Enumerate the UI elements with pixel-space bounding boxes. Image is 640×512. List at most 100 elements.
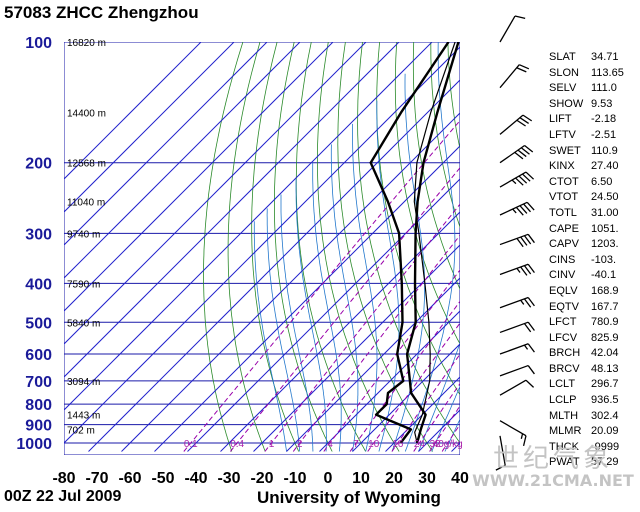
wind-barb-flag xyxy=(516,119,526,127)
index-key: VTOT xyxy=(549,191,579,204)
index-value: 1051. xyxy=(591,222,619,235)
wind-barb-staff xyxy=(499,114,524,135)
wind-barb xyxy=(499,321,535,334)
moist-adiabat-line xyxy=(444,418,460,452)
mixing-ratio-label: 24 xyxy=(414,439,426,450)
watermark-text: 世纪气象 xyxy=(492,444,613,474)
index-value: 780.9 xyxy=(591,316,619,329)
temperature-tick-label: 10 xyxy=(352,470,370,487)
index-row: EQLV 168.9 xyxy=(549,284,635,300)
index-row: SWET 110.9 xyxy=(549,144,635,160)
dry-adiabat-line xyxy=(203,42,244,452)
index-key: CINS xyxy=(549,253,576,266)
index-key: SLON xyxy=(549,66,579,79)
mixing-ratio-line xyxy=(323,269,460,452)
temperature-tick-label: -50 xyxy=(151,470,174,487)
wind-barb-staff xyxy=(499,233,529,246)
index-value: 302.4 xyxy=(591,409,619,422)
height-label: 7590 m xyxy=(67,279,100,290)
wind-barb xyxy=(499,15,526,43)
isotherm-line xyxy=(121,112,460,452)
index-value: 9.53 xyxy=(591,97,613,110)
wind-barb-flag xyxy=(514,151,524,160)
index-value: 825.9 xyxy=(591,331,619,344)
index-row: LFCV 825.9 xyxy=(549,331,635,347)
index-row: SHOW 9.53 xyxy=(549,97,635,113)
wind-barb-half-flag xyxy=(520,433,524,439)
isotherm-line xyxy=(64,42,400,378)
isotherm-line xyxy=(64,42,235,213)
index-value: 936.5 xyxy=(591,394,619,407)
index-value: -40.1 xyxy=(591,269,617,282)
index-row: LFCT 780.9 xyxy=(549,315,635,331)
wind-barb-staff xyxy=(499,201,528,216)
credit-label: University of Wyoming xyxy=(257,488,441,507)
index-value: 111.0 xyxy=(591,82,617,95)
dry-adiabat-line xyxy=(636,42,640,452)
index-value: 1203. xyxy=(591,238,619,251)
mixing-ratio-label: 1 xyxy=(269,439,275,450)
temperature-tick-label: -70 xyxy=(85,470,108,487)
wind-barb-flag xyxy=(523,235,532,245)
mixing-ratio-label: 7 xyxy=(353,439,359,450)
wind-barb-half-flag xyxy=(523,344,529,350)
wind-barb-flag xyxy=(526,201,535,211)
index-row: SLON 113.65 xyxy=(549,66,635,82)
index-key: CTOT xyxy=(549,175,579,188)
mixing-ratio-line xyxy=(230,167,460,452)
mixing-ratio-label: 4 xyxy=(327,439,333,450)
index-value: 113.65 xyxy=(591,66,624,79)
wind-barb-flag xyxy=(527,263,535,273)
wind-barb-staff xyxy=(499,144,525,164)
pressure-tick-label: 200 xyxy=(25,156,52,173)
moist-adiabat-line xyxy=(312,162,342,452)
wind-barb-flag xyxy=(527,233,535,244)
wind-barb-flag xyxy=(517,149,527,158)
observation-date: 00Z 22 Jul 2009 xyxy=(4,488,122,505)
mixing-ratio-line xyxy=(429,405,460,452)
moist-adiabat-line xyxy=(295,179,327,452)
isotherm-line xyxy=(88,79,460,452)
index-row: SELV 111.0 xyxy=(549,81,635,97)
parcel-path-line xyxy=(413,42,456,444)
wind-barb-flag xyxy=(515,206,524,216)
wind-barb-flag xyxy=(518,175,528,184)
temperature-tick-label: 0 xyxy=(324,470,333,487)
wind-barb xyxy=(499,233,535,248)
index-key: LFTV xyxy=(549,128,576,141)
index-row: CINV -40.1 xyxy=(549,268,635,284)
index-key: CINV xyxy=(549,269,576,282)
height-label: 5840 m xyxy=(67,318,100,329)
watermark: 世纪气象 WWW.21CMA.NET xyxy=(468,438,638,490)
wind-barb-staff xyxy=(499,321,529,334)
mixing-ratio-line xyxy=(413,382,460,452)
wind-barb-flag xyxy=(527,321,535,331)
wind-barb xyxy=(495,435,506,471)
wind-barb xyxy=(499,343,535,355)
stability-indices-panel: SLAT 34.71 SLON 113.65 SELV 111.0 SHOW 9.53 LIFT… xyxy=(549,50,635,471)
temperature-profile-line xyxy=(405,42,460,444)
index-row: CTOT 6.50 xyxy=(549,175,635,191)
wind-barb-flag xyxy=(519,205,528,214)
wind-barb-flag xyxy=(525,379,535,388)
isotherm-line xyxy=(64,42,367,345)
isotherm-line xyxy=(220,211,460,452)
index-row: CINS -103. xyxy=(549,253,635,269)
dewpoint-profile-line xyxy=(369,42,450,444)
wind-barb xyxy=(499,64,530,89)
index-key: LCLP xyxy=(549,394,577,407)
mixing-ratio-line xyxy=(183,119,460,452)
isotherm-line xyxy=(64,42,433,411)
isotherm-line xyxy=(385,376,460,452)
index-value: -9999 xyxy=(591,440,620,453)
wind-barb-flag xyxy=(524,144,534,153)
index-value: 24.50 xyxy=(591,191,619,204)
mixing-ratio-line xyxy=(292,234,460,452)
pressure-tick-label: 500 xyxy=(25,315,52,332)
wind-barb-flag xyxy=(522,435,527,447)
mixing-ratio-line xyxy=(349,300,460,452)
wind-barb-flag xyxy=(527,343,535,353)
wind-barb-half-flag xyxy=(512,208,517,214)
wind-barb-half-flag xyxy=(511,179,517,185)
